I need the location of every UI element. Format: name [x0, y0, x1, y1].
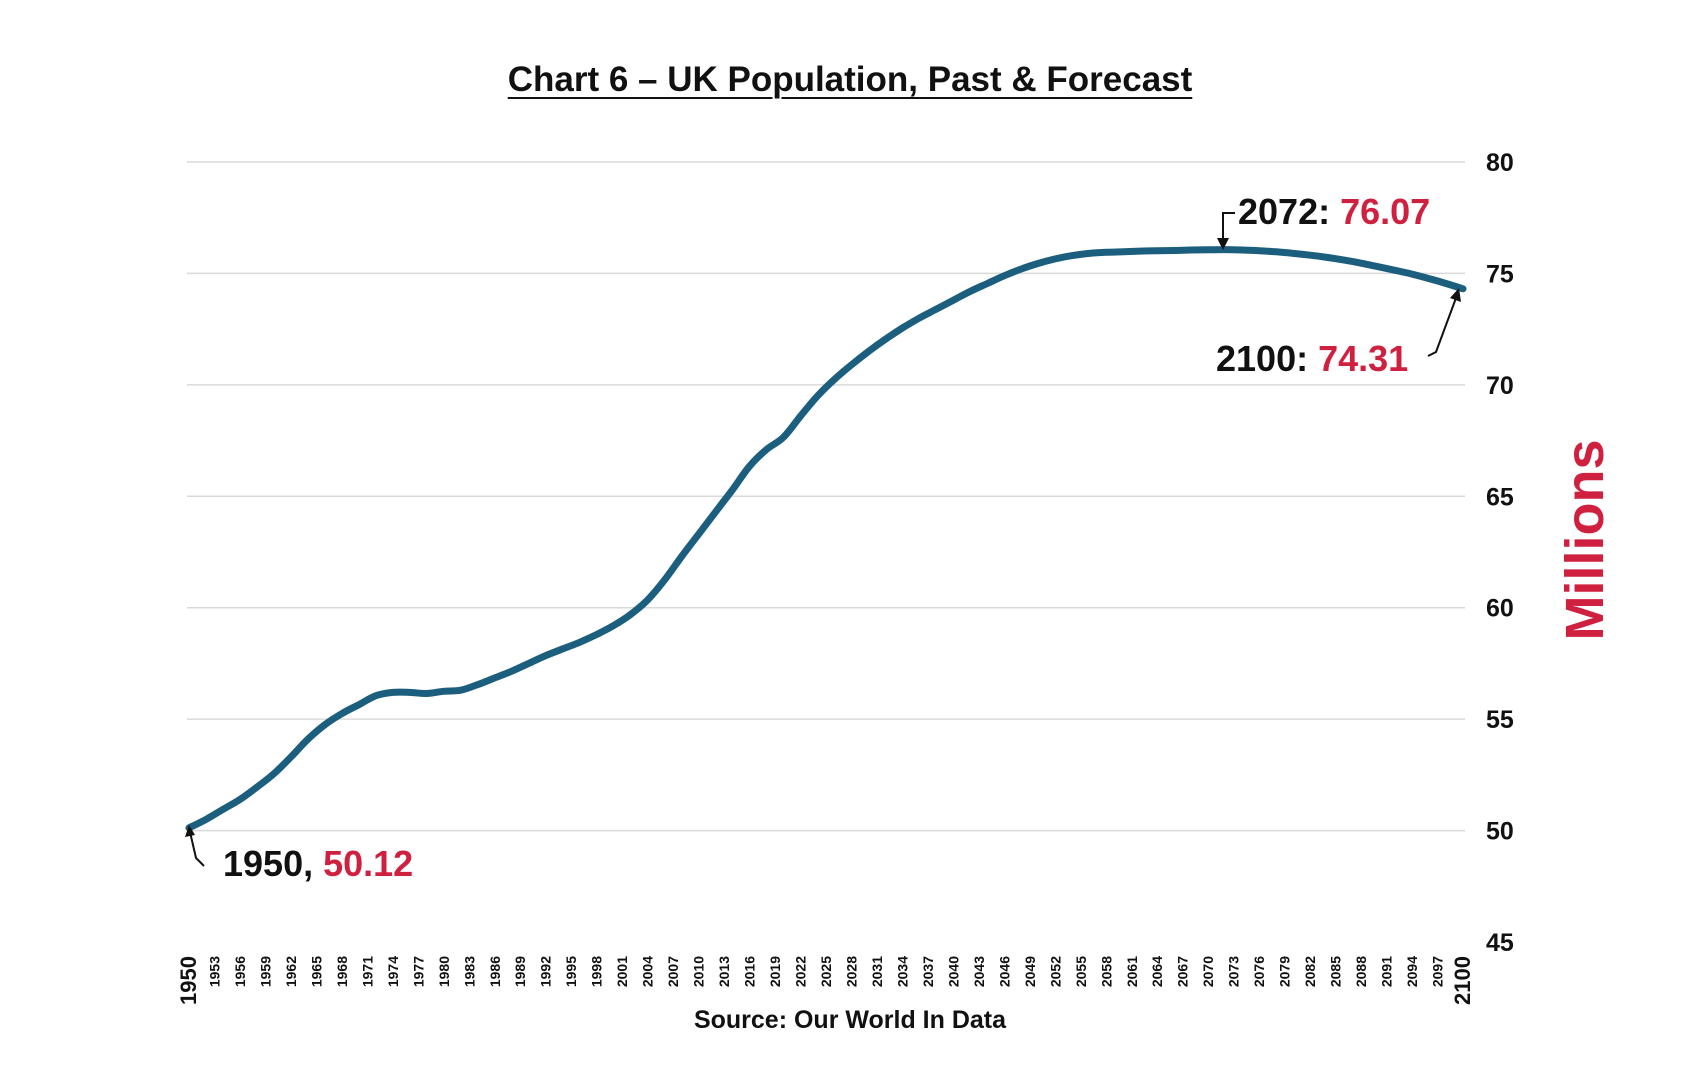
x-tick-label: 2055: [1073, 956, 1089, 987]
y-tick-label: 60: [1486, 595, 1514, 623]
annotation-2100-arrow: [1427, 297, 1457, 357]
x-tick-label: 2064: [1149, 956, 1165, 987]
y-tick-label: 55: [1486, 706, 1514, 734]
annotation-2072-value: 76.07: [1340, 191, 1430, 232]
x-tick-label: 1956: [232, 956, 248, 987]
x-tick-label: 2091: [1379, 956, 1395, 987]
x-tick-label: 2013: [716, 956, 732, 987]
annotation-1950-arrowhead: [185, 825, 195, 837]
annotation-1950-arrow: [189, 831, 205, 867]
annotation-2072-label: 2072: 76.07: [1238, 191, 1430, 232]
x-tick-label: 2100: [1450, 956, 1475, 1005]
x-tick-label: 2037: [920, 956, 936, 987]
x-tick-label: 2085: [1328, 956, 1344, 987]
x-tick-label: 1965: [308, 956, 324, 987]
x-tick-label: 2058: [1098, 956, 1114, 987]
x-tick-label: 2097: [1430, 956, 1446, 987]
annotation-2100-arrowhead: [1450, 288, 1461, 302]
x-axis-ticks: 1950 1953 1956 1959 1962 1965 1968 1971 1974 1977…: [176, 956, 1475, 1005]
y-axis-label: Millions: [1555, 440, 1615, 641]
x-tick-label: 2010: [691, 956, 707, 987]
x-tick-label: 2088: [1353, 956, 1369, 987]
x-tick-label: 2007: [665, 956, 681, 987]
x-tick-label: 2094: [1404, 956, 1420, 987]
x-tick-label: 1953: [206, 956, 222, 987]
x-tick-label: 2031: [869, 956, 885, 987]
annotation-2072-arrow: [1222, 212, 1235, 240]
x-tick-label: 1980: [436, 956, 452, 987]
y-tick-label: 75: [1486, 260, 1514, 288]
x-tick-label: 2076: [1251, 956, 1267, 987]
x-tick-label: 2049: [1022, 956, 1038, 987]
x-tick-label: 1968: [334, 956, 350, 987]
x-tick-label: 2052: [1047, 956, 1063, 987]
x-tick-label: 1989: [512, 956, 528, 987]
annotation-1950-year: 1950: [223, 843, 303, 884]
annotation-2100-label: 2100: 74.31: [1216, 338, 1408, 379]
gridlines: [187, 161, 1465, 832]
x-tick-label: 1971: [359, 956, 375, 987]
x-tick-label: 2040: [945, 956, 961, 987]
x-tick-label: 2001: [614, 956, 630, 987]
x-tick-label: 2043: [971, 956, 987, 987]
x-tick-label: 2079: [1277, 956, 1293, 987]
x-tick-label: 1992: [538, 956, 554, 987]
x-tick-label: 2028: [843, 956, 859, 987]
y-tick-label: 50: [1486, 818, 1514, 846]
x-tick-label: 1983: [461, 956, 477, 987]
x-tick-label: 2016: [742, 956, 758, 987]
x-tick-label: 2082: [1302, 956, 1318, 987]
y-tick-label: 65: [1486, 483, 1514, 511]
annotation-2072-year: 2072: [1238, 191, 1318, 232]
annotation-1950-value: 50.12: [323, 843, 413, 884]
annotation-1950-label: 1950, 50.12: [223, 843, 413, 884]
y-tick-label: 45: [1486, 929, 1514, 957]
annotation-2100-value: 74.31: [1318, 338, 1408, 379]
x-tick-label: 2019: [767, 956, 783, 987]
annotation-1950-sep: ,: [303, 843, 313, 884]
x-tick-label: 1986: [487, 956, 503, 987]
x-tick-label: 2022: [793, 956, 809, 987]
chart-title: Chart 6 – UK Population, Past & Forecast: [0, 60, 1700, 100]
annotation-2100-sep: :: [1296, 338, 1308, 379]
x-tick-label: 1995: [563, 956, 579, 987]
y-tick-label: 70: [1486, 372, 1514, 400]
x-tick-label: 2034: [894, 956, 910, 987]
x-tick-label: 2070: [1200, 956, 1216, 987]
x-tick-label: 2004: [640, 956, 656, 987]
x-tick-label: 2046: [996, 956, 1012, 987]
x-tick-label: 1998: [589, 956, 605, 987]
annotation-2072-sep: :: [1318, 191, 1330, 232]
x-tick-label: 2025: [818, 956, 834, 987]
y-axis-ticks: 80 75 70 65 60 55 50 45: [1486, 149, 1514, 957]
x-tick-label: 2061: [1124, 956, 1140, 987]
annotation-2100-year: 2100: [1216, 338, 1296, 379]
chart-title-text: Chart 6 – UK Population, Past & Forecast: [507, 60, 1193, 99]
x-tick-label: 2073: [1226, 956, 1242, 987]
x-tick-label: 1959: [257, 956, 273, 987]
x-tick-label: 2067: [1175, 956, 1191, 987]
x-tick-label: 1974: [385, 956, 401, 987]
x-tick-label: 1950: [176, 956, 201, 1005]
y-tick-label: 80: [1486, 149, 1514, 177]
annotations: 1950, 50.12 2072: 76.07 2100: 74.31: [185, 191, 1461, 884]
chart-source: Source: Our World In Data: [693, 1006, 1007, 1034]
population-series-line: [185, 246, 1467, 832]
annotation-2072-arrowhead: [1217, 238, 1229, 250]
x-tick-label: 1962: [283, 956, 299, 987]
x-tick-label: 1977: [410, 956, 426, 987]
